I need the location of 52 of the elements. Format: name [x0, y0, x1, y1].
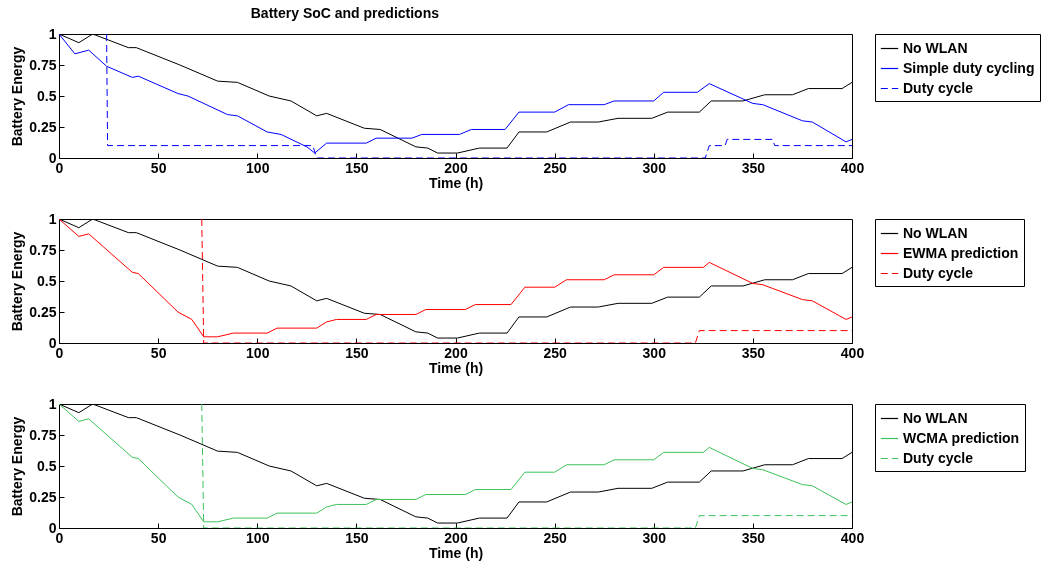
x-tick-label: 150 [345, 344, 369, 361]
y-tick-label: 0.25 [29, 488, 57, 505]
y-tick-label: 0.5 [37, 87, 57, 104]
legend-label: No WLAN [903, 409, 968, 426]
legend-label: Duty cycle [903, 79, 974, 96]
x-tick-label: 400 [840, 159, 865, 176]
x-tick-label: 200 [444, 344, 468, 361]
x-tick-label: 50 [150, 344, 167, 361]
x-tick-label: 100 [246, 529, 270, 546]
y-axis-title: Battery Energy [9, 231, 26, 332]
y-tick-label: 0.25 [29, 118, 57, 135]
legend-label: Simple duty cycling [903, 59, 1035, 76]
legend-label: Duty cycle [903, 264, 974, 281]
chart-title: Battery SoC and predictions [250, 5, 440, 21]
legend-label: WCMA prediction [903, 429, 1020, 446]
x-tick-label: 100 [246, 344, 270, 361]
x-tick-label: 350 [741, 529, 766, 546]
y-tick-label: 0.25 [29, 303, 57, 320]
x-tick-label: 350 [741, 344, 766, 361]
x-tick-label: 50 [150, 529, 167, 546]
y-tick-label: 1 [48, 210, 57, 227]
y-tick-label: 0.75 [29, 56, 57, 73]
x-tick-label: 400 [840, 529, 865, 546]
x-tick-label: 250 [543, 344, 568, 361]
x-tick-label: 300 [642, 159, 667, 176]
x-tick-label: 150 [345, 529, 369, 546]
x-axis-title: Time (h) [428, 544, 484, 561]
x-tick-label: 100 [246, 159, 270, 176]
x-axis-title: Time (h) [428, 174, 484, 191]
x-tick-label: 300 [642, 344, 667, 361]
y-tick-label: 0.75 [29, 241, 57, 258]
legend-label: No WLAN [903, 224, 968, 241]
x-tick-label: 250 [543, 159, 568, 176]
x-tick-label: 50 [150, 159, 167, 176]
x-tick-label: 400 [840, 344, 865, 361]
y-tick-label: 0.5 [37, 272, 57, 289]
y-tick-label: 0.5 [37, 457, 57, 474]
x-axis-title: Time (h) [428, 359, 484, 376]
x-tick-label: 300 [642, 529, 667, 546]
x-tick-label: 350 [741, 159, 766, 176]
legend-label: Duty cycle [903, 449, 974, 466]
y-axis-title: Battery Energy [9, 46, 26, 147]
x-tick-label: 250 [543, 529, 568, 546]
y-axis-title: Battery Energy [9, 416, 26, 517]
x-tick-label: 200 [444, 529, 468, 546]
x-tick-label: 200 [444, 159, 468, 176]
y-tick-label: 1 [48, 395, 57, 412]
legend-label: EWMA prediction [903, 244, 1019, 261]
legend-label: No WLAN [903, 39, 968, 56]
x-tick-label: 150 [345, 159, 369, 176]
y-tick-label: 1 [48, 25, 57, 42]
y-tick-label: 0.75 [29, 426, 57, 443]
